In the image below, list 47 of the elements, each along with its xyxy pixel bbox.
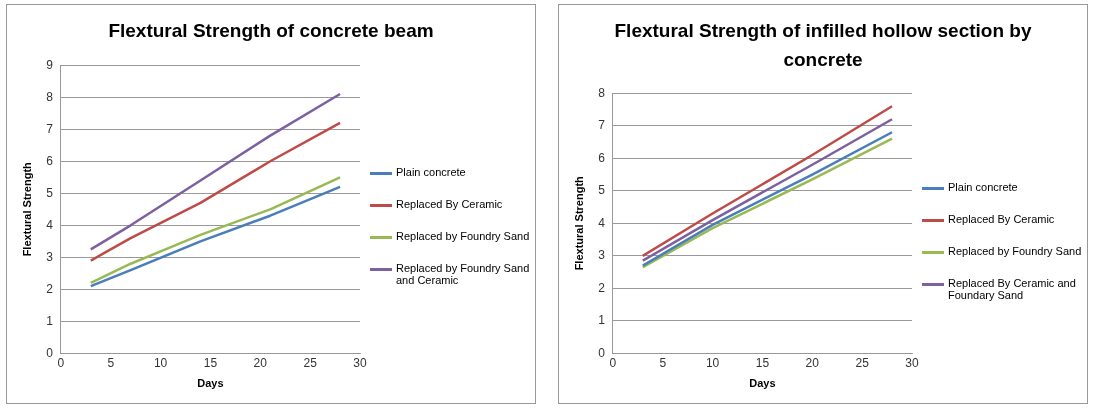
y-tick-label: 1 <box>46 313 54 328</box>
y-tick-label: 0 <box>598 345 606 360</box>
legend-label: Replaced by Foundry Sand <box>396 230 530 242</box>
y-tick-label: 2 <box>598 280 606 295</box>
legend-label: Replaced by Foundry Sand and Ceramic <box>396 262 531 286</box>
x-tick-label: 30 <box>905 355 919 370</box>
x-tick-label: 25 <box>855 355 870 370</box>
y-tick-label: 7 <box>598 118 606 133</box>
x-tick-label: 20 <box>253 355 268 370</box>
y-tick-label: 6 <box>598 150 606 165</box>
y-tick-label: 3 <box>46 249 54 264</box>
legend-label: Replaced By Ceramic <box>948 212 1055 225</box>
y-tick-label: 4 <box>46 217 54 232</box>
y-tick-label: 5 <box>46 185 54 200</box>
y-tick-label: 0 <box>46 345 54 360</box>
chart-title: Flextural Strength of concrete beam <box>107 19 435 43</box>
x-tick-label: 20 <box>805 355 820 370</box>
x-tick-label: 0 <box>57 355 65 370</box>
x-tick-label: 5 <box>107 355 115 370</box>
x-axis-title: Days <box>197 376 224 389</box>
y-tick-label: 6 <box>46 153 54 168</box>
y-tick-label: 7 <box>46 121 54 136</box>
x-axis-title: Days <box>749 377 776 390</box>
y-tick-label: 8 <box>46 89 54 104</box>
x-tick-label: 30 <box>353 355 367 370</box>
legend-label: Replaced By Ceramic <box>396 198 503 210</box>
x-tick-label: 25 <box>303 355 318 370</box>
y-tick-label: 4 <box>598 215 606 230</box>
x-tick-label: 10 <box>153 355 168 370</box>
x-tick-label: 15 <box>203 355 218 370</box>
legend-label: Plain concrete <box>396 166 466 178</box>
y-tick-label: 9 <box>46 57 54 72</box>
y-tick-label: 8 <box>598 85 606 100</box>
x-tick-label: 10 <box>705 355 720 370</box>
y-tick-label: 2 <box>46 281 54 296</box>
x-tick-label: 5 <box>659 355 667 370</box>
y-tick-label: 5 <box>598 183 606 198</box>
chart-title: Flextural Strength of infilled hollow section by concrete <box>613 19 1033 72</box>
y-tick-label: 3 <box>598 248 606 263</box>
legend-label: Plain concrete <box>948 180 1018 193</box>
x-tick-label: 0 <box>609 355 617 370</box>
y-axis-title: Flextural Strength <box>20 161 33 256</box>
y-axis-title: Flextural Strength <box>572 175 585 271</box>
legend-label: Replaced by Foundry Sand <box>948 244 1082 257</box>
legend-label: Replaced By Ceramic and Foundary Sand <box>948 276 1077 301</box>
x-tick-label: 15 <box>755 355 770 370</box>
y-tick-label: 1 <box>598 313 606 328</box>
